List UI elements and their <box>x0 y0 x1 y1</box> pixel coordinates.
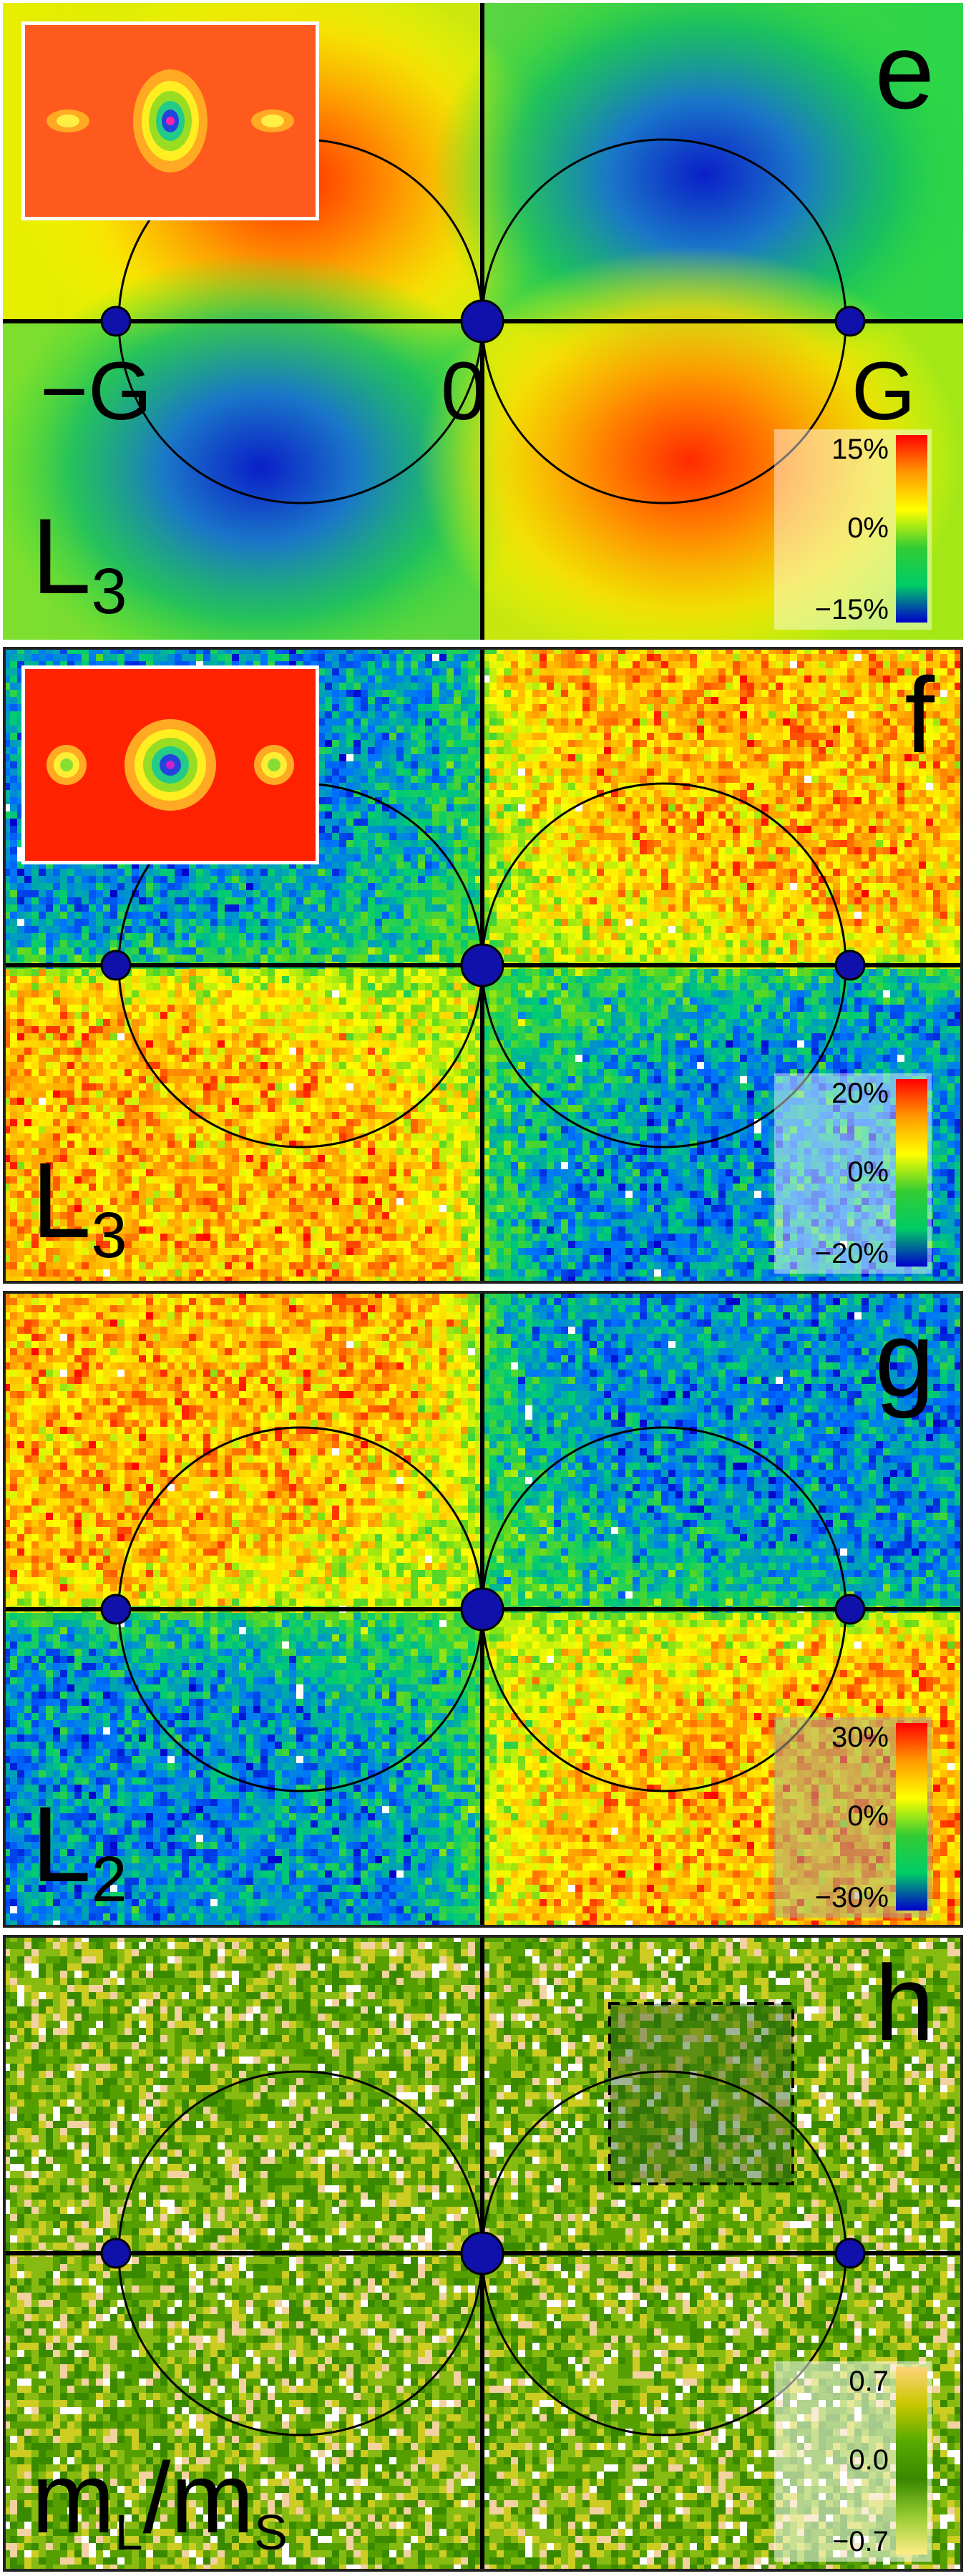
quantity-label: mL/mS <box>31 2448 288 2558</box>
map-e <box>3 3 963 640</box>
reciprocal-point-origin <box>460 1587 504 1631</box>
reciprocal-point-g <box>834 2238 866 2269</box>
colorbar-tick-max: 30% <box>831 1723 889 1752</box>
panel-letter: e <box>875 17 935 125</box>
quantity-label: L3 <box>31 502 127 624</box>
quantity-label: L2 <box>31 1790 127 1912</box>
colorbar-tick-mid: 0.0 <box>849 2446 889 2474</box>
colorbar-tick-min: −0.7 <box>832 2527 889 2556</box>
reciprocal-point-origin <box>460 2231 504 2275</box>
colorbar-tick-mid: 0% <box>847 1802 889 1830</box>
colorbar-strip <box>896 435 927 623</box>
quantity-label: L3 <box>31 1146 127 1268</box>
panel-f: f L3 20% 0% −20% <box>3 647 963 1284</box>
colorbar-tick-min: −30% <box>815 1883 889 1912</box>
panel-letter: f <box>904 661 935 769</box>
colorbar: 0.7 0.0 −0.7 <box>774 2361 932 2562</box>
panel-h: h mL/mS 0.7 0.0 −0.7 <box>3 1935 963 2572</box>
colorbar: 30% 0% −30% <box>774 1717 932 1918</box>
colorbar: 15% 0% −15% <box>774 429 932 630</box>
colorbar-tick-min: −15% <box>815 595 889 624</box>
reciprocal-point-origin <box>460 943 504 987</box>
colorbar-strip <box>896 1079 927 1267</box>
reciprocal-point-g <box>834 1594 866 1625</box>
axis-label-g: G <box>852 351 915 433</box>
colorbar-tick-max: 0.7 <box>849 2367 889 2396</box>
reciprocal-point-minus-g <box>100 1594 132 1625</box>
colorbar-tick-mid: 0% <box>847 514 889 542</box>
axis-label-minus-g: −G <box>40 351 152 433</box>
axis-label-zero: 0 <box>441 351 487 433</box>
map-g <box>3 1291 963 1928</box>
colorbar-strip <box>896 2367 927 2555</box>
reciprocal-point-g <box>834 950 866 981</box>
reciprocal-point-minus-g <box>100 950 132 981</box>
reciprocal-point-minus-g <box>100 2238 132 2269</box>
dashed-region-box <box>608 2002 794 2185</box>
colorbar: 20% 0% −20% <box>774 1073 932 1274</box>
panel-g: g L2 30% 0% −30% <box>3 1291 963 1928</box>
colorbar-tick-max: 20% <box>831 1079 889 1108</box>
colorbar-tick-mid: 0% <box>847 1158 889 1186</box>
colorbar-tick-min: −20% <box>815 1239 889 1268</box>
colorbar-tick-max: 15% <box>831 435 889 464</box>
panel-letter: h <box>875 1949 935 2057</box>
inset-f <box>21 665 319 864</box>
panel-letter: g <box>875 1305 935 1413</box>
colorbar-strip <box>896 1723 927 1911</box>
inset-e <box>21 21 319 220</box>
panel-e: e −G 0 G L3 15% 0% −15% <box>3 3 963 640</box>
